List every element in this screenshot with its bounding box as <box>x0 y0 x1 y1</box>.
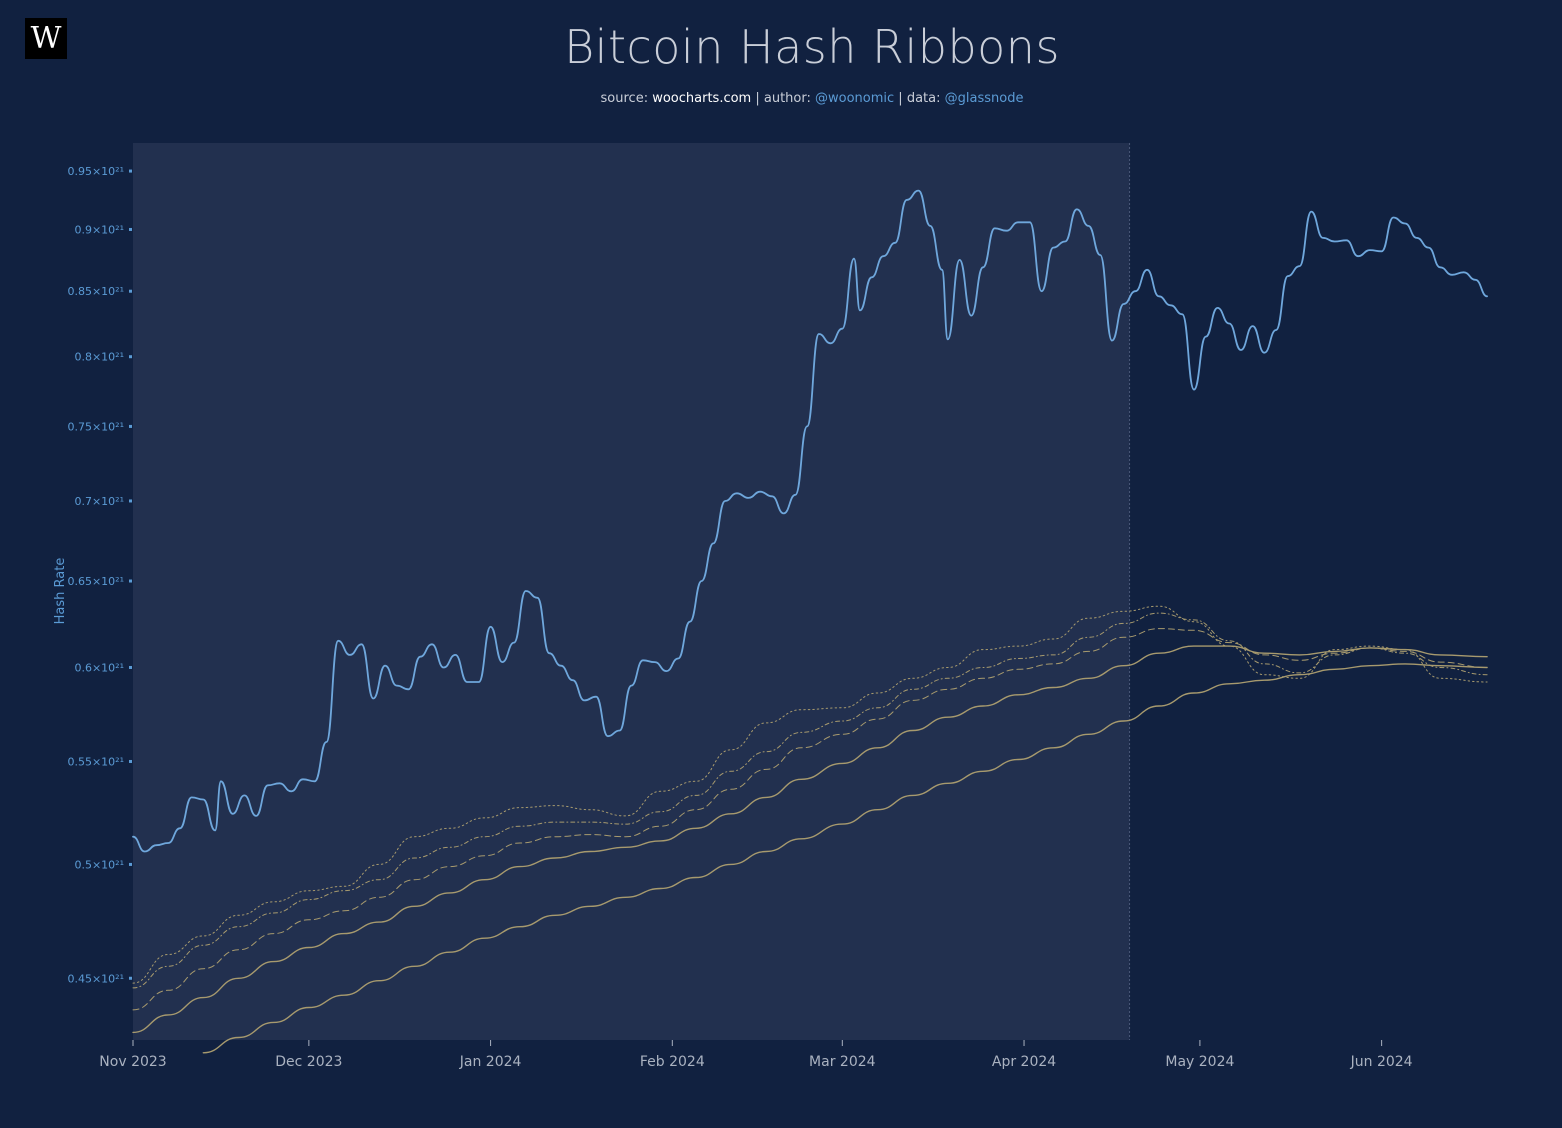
y-tick-mark <box>129 424 132 428</box>
y-tick-label: 0.7×10²¹ <box>74 495 124 508</box>
data-label: | data: <box>894 91 945 106</box>
x-tick-label: Apr 2024 <box>992 1054 1056 1070</box>
series-line-solid-ribbon-short <box>132 645 1488 1034</box>
x-tick-label: Mar 2024 <box>809 1054 876 1070</box>
y-tick-label: 0.65×10²¹ <box>67 575 124 588</box>
series-group <box>132 189 1488 1054</box>
source-link[interactable]: woocharts.com <box>652 91 752 106</box>
y-tick-label: 0.9×10²¹ <box>74 223 124 236</box>
y-tick-label: 0.85×10²¹ <box>67 285 124 298</box>
series-line-solid-ribbon-long <box>202 663 1488 1054</box>
y-tick-label: 0.6×10²¹ <box>74 661 124 674</box>
y-tick-label: 0.45×10²¹ <box>67 972 124 985</box>
y-tick-mark <box>129 976 132 980</box>
y-tick-mark <box>129 355 132 359</box>
y-tick-mark <box>129 665 132 669</box>
y-tick-label: 0.8×10²¹ <box>74 351 124 364</box>
y-axis-label: Hash Rate <box>53 558 68 625</box>
x-tick-label: Jun 2024 <box>1350 1054 1413 1070</box>
x-tick-label: Feb 2024 <box>640 1054 705 1070</box>
y-tick-mark <box>129 579 132 583</box>
y-axis: 0.45×10²¹ 0.5×10²¹ 0.55×10²¹ 0.6×10²¹ 0.65×1… <box>67 165 132 985</box>
y-tick-mark <box>129 169 132 173</box>
y-tick-mark <box>129 862 132 866</box>
data-source-link[interactable]: @glassnode <box>944 91 1024 106</box>
chart-subtitle: source: woocharts.com | author: @woonomi… <box>0 91 1562 106</box>
source-label: source: <box>600 91 653 106</box>
y-tick-mark <box>129 289 132 293</box>
series-line-dotted <box>132 605 1488 984</box>
author-link[interactable]: @woonomic <box>815 91 895 106</box>
shaded-region <box>133 143 1130 1040</box>
y-tick-label: 0.95×10²¹ <box>67 165 124 178</box>
x-tick-label: Dec 2023 <box>275 1054 342 1070</box>
woocharts-logo: W <box>25 18 67 59</box>
y-tick-mark <box>129 227 132 231</box>
y-tick-label: 0.55×10²¹ <box>67 755 124 768</box>
y-tick-label: 0.5×10²¹ <box>74 858 124 871</box>
y-tick-mark <box>129 499 132 503</box>
author-label: | author: <box>751 91 816 106</box>
x-tick-label: May 2024 <box>1165 1054 1234 1070</box>
chart-title: Bitcoin Hash Ribbons <box>564 20 1060 74</box>
y-tick-mark <box>129 759 132 763</box>
y-tick-label: 0.75×10²¹ <box>67 420 124 433</box>
x-tick-label: Nov 2023 <box>99 1054 166 1070</box>
series-line-dot-dash <box>132 612 1488 989</box>
x-tick-label: Jan 2024 <box>459 1054 522 1070</box>
series-line-solid-blue <box>132 189 1488 853</box>
x-axis: Nov 2023 Dec 2023 Jan 2024 Feb 2024 Mar 2024… <box>99 1040 1413 1070</box>
series-line-dashed <box>132 628 1488 1011</box>
